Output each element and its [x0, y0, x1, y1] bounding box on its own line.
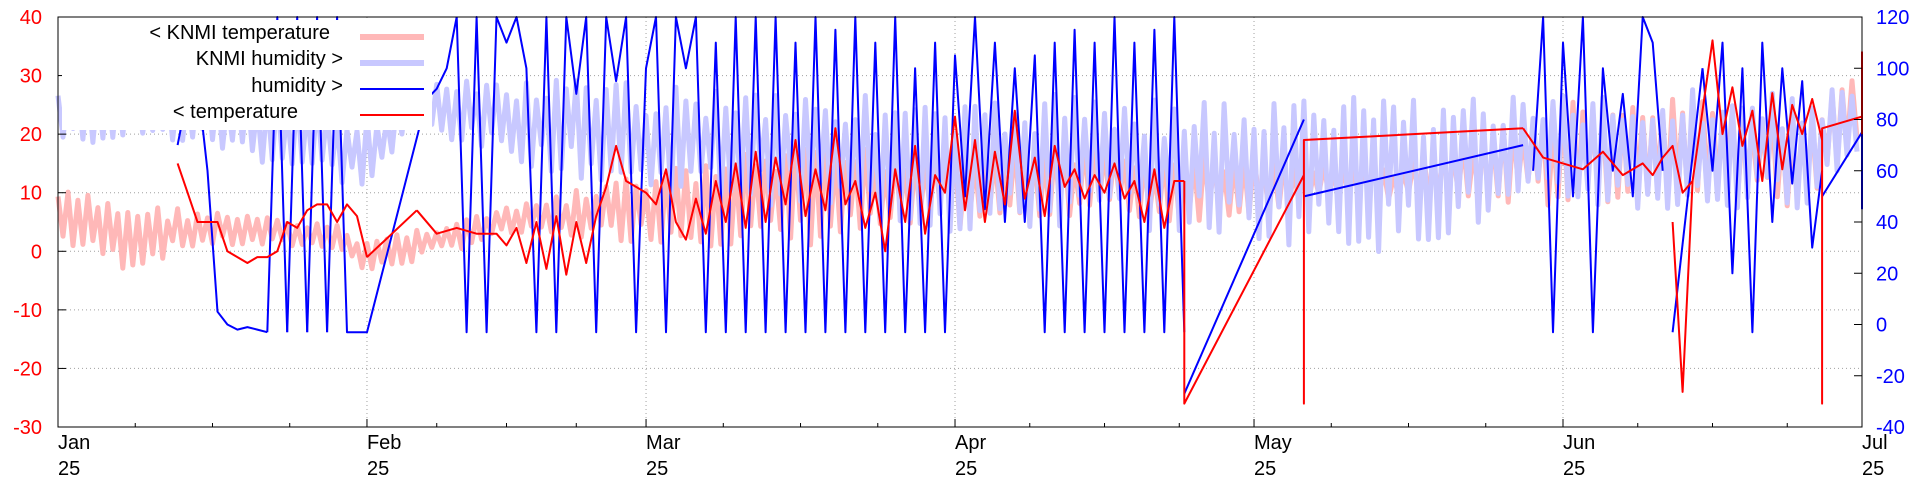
- series-segment-11: [1821, 131, 1863, 197]
- x-axis-day-label: 25: [955, 458, 977, 480]
- series-segment-9: [1671, 68, 1704, 333]
- x-axis-month-label: Jun: [1563, 432, 1595, 454]
- left-axis-tick-label: 20: [20, 124, 42, 146]
- left-axis-tick-label: -10: [13, 300, 42, 322]
- left-axis-tick-label: 10: [20, 183, 42, 205]
- x-axis-month-label: Apr: [955, 432, 986, 454]
- left-axis-tick-label: 0: [31, 241, 42, 263]
- series-segment-5: [1671, 180, 1694, 393]
- legend: < KNMI temperature KNMI humidity > humid…: [62, 20, 432, 130]
- x-axis-day-label: 25: [646, 458, 668, 480]
- left-axis-tick-label: -30: [13, 417, 42, 439]
- right-axis-tick-label: 40: [1876, 212, 1898, 234]
- knmi-humidity-layer: [55, 77, 1860, 254]
- left-axis-tick-label: -20: [13, 358, 42, 380]
- right-axis-tick-label: -40: [1876, 417, 1905, 439]
- x-axis-day-label: 25: [367, 458, 389, 480]
- series-segment-3: [1183, 127, 1524, 405]
- x-axis-month-label: Jan: [58, 432, 90, 454]
- right-axis-tick-label: 20: [1876, 263, 1898, 285]
- series-line-knmi-humidity-: [55, 77, 1860, 254]
- left-axis-labels: 40 30 20 10 0 -10 -20 -30: [13, 7, 42, 439]
- series-segment-2: [416, 109, 1185, 276]
- legend-label-knmi-humidity: KNMI humidity >: [196, 48, 343, 70]
- x-axis-day-label: 25: [58, 458, 80, 480]
- legend-label-temperature: < temperature: [173, 101, 298, 123]
- right-axis-labels: 120 100 80 60 40 20 0 -20 -40: [1876, 7, 1909, 439]
- axis-ticks: [57, 16, 1863, 428]
- left-axis-tick-label: 30: [20, 66, 42, 88]
- x-axis-month-label: May: [1254, 432, 1292, 454]
- series-segment-8: [1532, 16, 1664, 334]
- series-segment-10: [1701, 41, 1824, 334]
- series-segment-1: [366, 209, 418, 258]
- series-segment-6: [1183, 119, 1305, 395]
- right-axis-tick-label: 0: [1876, 315, 1887, 337]
- right-axis-tick-label: 60: [1876, 161, 1898, 183]
- right-axis-tick-label: 80: [1876, 110, 1898, 132]
- x-axis-day-label: 25: [1862, 458, 1884, 480]
- right-axis-tick-label: 100: [1876, 58, 1909, 80]
- x-axis-month-label: Feb: [367, 432, 401, 454]
- series-segment-0: [176, 163, 368, 264]
- x-axis-labels: Jan 25 Feb 25 Mar 25 Apr 25 May 25 Jun 25 Jul 25: [58, 432, 1888, 480]
- left-axis-tick-label: 40: [20, 7, 42, 29]
- legend-label-knmi-temperature: < KNMI temperature: [149, 22, 330, 44]
- x-axis-day-label: 25: [1254, 458, 1276, 480]
- right-axis-tick-label: -20: [1876, 366, 1905, 388]
- legend-label-humidity: humidity >: [251, 75, 343, 97]
- x-axis-day-label: 25: [1563, 458, 1585, 480]
- series-segment-5: [455, 16, 1186, 334]
- right-axis-tick-label: 120: [1876, 7, 1909, 29]
- x-axis-month-label: Jul: [1862, 432, 1888, 454]
- series-segment-4: [1522, 39, 1824, 194]
- x-axis-month-label: Mar: [646, 432, 681, 454]
- series-segment-7: [1303, 144, 1524, 198]
